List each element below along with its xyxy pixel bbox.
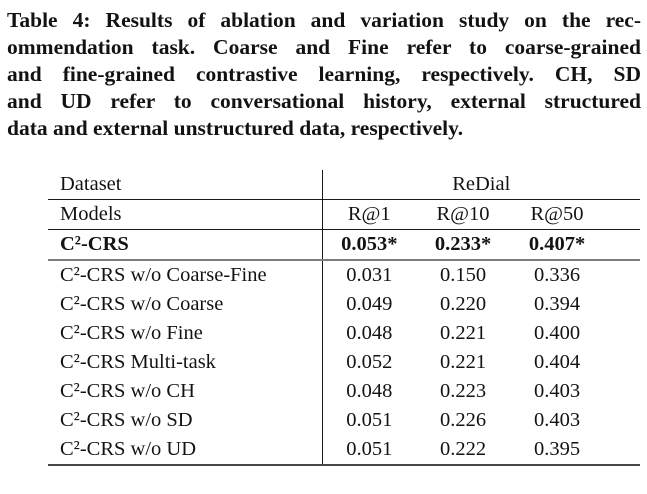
caption-line: and fine-grained contrastive learning, r… bbox=[7, 62, 641, 86]
dataset-header-cell: Dataset bbox=[48, 170, 323, 200]
model-name: C²-CRS Multi-task bbox=[48, 348, 323, 377]
dataset-name-cell: ReDial bbox=[322, 170, 640, 200]
spacer-cell bbox=[604, 260, 640, 290]
caption-line: Table 4: Results of ablation and variati… bbox=[7, 8, 641, 32]
spacer-cell bbox=[604, 290, 640, 319]
model-name: C²-CRS w/o SD bbox=[48, 406, 323, 435]
table-row: C²-CRS w/o SD 0.051 0.226 0.403 bbox=[48, 406, 640, 435]
model-name: C²-CRS w/o Coarse bbox=[48, 290, 323, 319]
metric-value: 0.403 bbox=[533, 409, 581, 431]
metric-value: 0.150 bbox=[439, 264, 487, 286]
ablation-results-table: Dataset ReDial Models R@1 R@10 R@50 C²-C… bbox=[48, 170, 640, 466]
spacer-cell bbox=[604, 435, 640, 465]
metric-value: 0.403 bbox=[533, 380, 581, 402]
dataset-header-row: Dataset ReDial bbox=[48, 170, 640, 200]
table-row: C²-CRS w/o Fine 0.048 0.221 0.400 bbox=[48, 319, 640, 348]
spacer-cell bbox=[604, 377, 640, 406]
metric-value: 0.220 bbox=[439, 293, 487, 315]
spacer-cell bbox=[604, 319, 640, 348]
table-row: C²-CRS Multi-task 0.052 0.221 0.404 bbox=[48, 348, 640, 377]
metric-value: 0.053* bbox=[322, 229, 416, 261]
spacer-cell bbox=[604, 229, 640, 261]
spacer-cell bbox=[604, 406, 640, 435]
table-caption: Table 4: Results of ablation and variati… bbox=[7, 7, 641, 142]
metric-value: 0.221 bbox=[439, 351, 487, 373]
spacer-cell bbox=[604, 199, 640, 230]
caption-line: and UD refer to conversational history, … bbox=[7, 89, 641, 113]
model-name: C²-CRS w/o Coarse-Fine bbox=[48, 260, 323, 290]
metric-value: 0.221 bbox=[439, 322, 487, 344]
metric-value: 0.233* bbox=[416, 229, 510, 261]
metric-header: R@10 bbox=[416, 199, 510, 230]
metric-value: 0.394 bbox=[533, 293, 581, 315]
metric-value: 0.226 bbox=[439, 409, 487, 431]
metric-value: 0.048 bbox=[346, 322, 393, 344]
table-row: C²-CRS w/o Coarse-Fine 0.031 0.150 0.336 bbox=[48, 260, 640, 290]
metric-value: 0.049 bbox=[346, 293, 393, 315]
caption-line: ommendation task. Coarse and Fine refer … bbox=[7, 35, 641, 59]
metric-value: 0.223 bbox=[439, 380, 487, 402]
metric-value: 0.395 bbox=[533, 438, 581, 460]
metric-value: 0.404 bbox=[533, 351, 581, 373]
caption-line: data and external unstructured data, res… bbox=[7, 116, 464, 140]
model-name: C²-CRS w/o UD bbox=[48, 435, 323, 465]
metric-header: R@1 bbox=[322, 199, 416, 230]
table-row: C²-CRS w/o Coarse 0.049 0.220 0.394 bbox=[48, 290, 640, 319]
metric-value: 0.222 bbox=[439, 438, 487, 460]
metric-value: 0.407* bbox=[510, 229, 604, 261]
models-header-cell: Models bbox=[48, 199, 323, 230]
metric-value: 0.400 bbox=[533, 322, 581, 344]
metric-value: 0.336 bbox=[533, 264, 581, 286]
metric-value: 0.048 bbox=[346, 380, 393, 402]
table-row: C²-CRS w/o UD 0.051 0.222 0.395 bbox=[48, 435, 640, 465]
metrics-header-row: Models R@1 R@10 R@50 bbox=[48, 199, 640, 230]
model-name: C²-CRS w/o CH bbox=[48, 377, 323, 406]
metric-value: 0.051 bbox=[346, 438, 393, 460]
metric-value: 0.052 bbox=[346, 351, 393, 373]
model-name: C²-CRS bbox=[48, 229, 323, 261]
metric-value: 0.031 bbox=[346, 264, 393, 286]
metric-header: R@50 bbox=[510, 199, 604, 230]
spacer-cell bbox=[604, 348, 640, 377]
metric-value: 0.051 bbox=[346, 409, 393, 431]
table-row: C²-CRS w/o CH 0.048 0.223 0.403 bbox=[48, 377, 640, 406]
model-name: C²-CRS w/o Fine bbox=[48, 319, 323, 348]
table-row-main-model: C²-CRS 0.053* 0.233* 0.407* bbox=[48, 229, 640, 261]
